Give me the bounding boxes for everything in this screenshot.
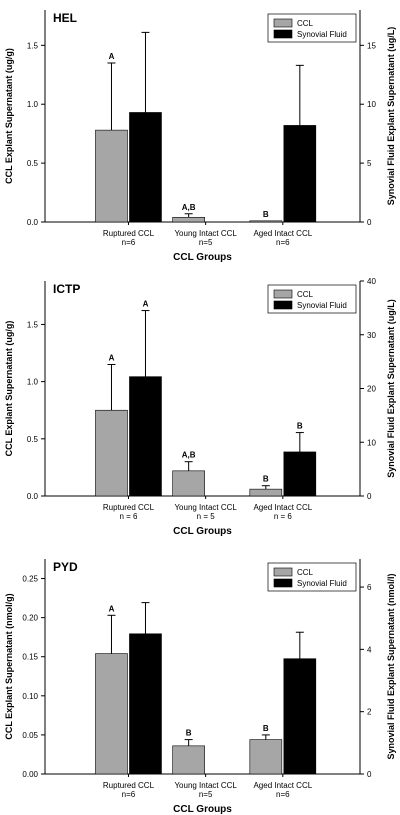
panel2-left-tick-label: 1.5: [27, 320, 39, 329]
panel3-bar-synovial: [283, 658, 317, 775]
panel1-right-tick-label: 5: [367, 159, 372, 168]
panel3-right-tick-label: 4: [367, 645, 372, 654]
panel1-category-n-label: n=6: [276, 238, 290, 247]
panel2-category-label: Ruptured CCL: [103, 503, 155, 512]
panel3-category-label: Young Intact CCL: [174, 781, 237, 790]
panel2-y-axis-label: CCL Explant Supernatant (ug/g): [4, 321, 14, 457]
panel2-bar-ccl: [95, 409, 128, 497]
panel1-left-tick-label: 1.0: [27, 100, 39, 109]
panel3-legend-label: Synovial Fluid: [297, 579, 347, 588]
panel1-category-n-label: n=6: [122, 238, 136, 247]
panel3-category-label: Ruptured CCL: [103, 781, 155, 790]
panel3-category-n-label: n=6: [122, 790, 136, 799]
panel2-significance-label: A,B: [182, 451, 196, 460]
panel1-left-tick-label: 0.5: [27, 159, 39, 168]
panel2-right-tick-label: 20: [367, 385, 376, 394]
panel3-left-tick-label: 0.15: [22, 653, 38, 662]
panel3-bar-synovial: [129, 633, 162, 775]
panel2-legend-label: Synovial Fluid: [297, 301, 347, 310]
panel2-right-tick-label: 30: [367, 331, 376, 340]
panel3-title: PYD: [53, 560, 78, 574]
panel3-significance-label: A: [109, 604, 115, 613]
panel1-legend-swatch: [273, 29, 293, 39]
panel2-title: ICTP: [53, 282, 80, 296]
panel2-bar-ccl: [249, 488, 283, 497]
panel3-category-n-label: n=6: [276, 790, 290, 799]
panel1-title: HEL: [53, 11, 77, 25]
panel2-bar-ccl: [172, 470, 205, 497]
panel1-category-label: Aged Intact CCL: [253, 229, 312, 238]
panel2-left-tick-label: 0.5: [27, 435, 39, 444]
panel1-left-tick-label: 1.5: [27, 41, 39, 50]
panel1-bar-ccl: [249, 220, 283, 223]
panel2-significance-label: A: [109, 353, 115, 362]
panel3-right-tick-label: 6: [367, 583, 372, 592]
panel1-category-label: Ruptured CCL: [103, 229, 155, 238]
panel1-x-axis-label: CCL Groups: [173, 252, 232, 263]
panel2-category-label: Aged Intact CCL: [253, 503, 312, 512]
panel1-bar-synovial: [283, 125, 317, 223]
panel1-bar-ccl: [95, 129, 128, 223]
panel1-significance-label: B: [263, 210, 269, 219]
panel3-bar-ccl: [172, 745, 205, 775]
panel2-bar-synovial: [283, 451, 317, 497]
panel2-legend-swatch: [273, 289, 293, 299]
panel1-right-tick-label: 15: [367, 41, 376, 50]
panel2-legend-swatch: [273, 300, 293, 310]
panel1-y-axis-label: CCL Explant Supernatant (ug/g): [4, 48, 14, 184]
panel1-significance-label: A,B: [182, 203, 196, 212]
panel2-bar-synovial: [129, 376, 162, 497]
panel1-left-tick-label: 0.0: [27, 218, 39, 227]
panel3-y-axis-label: CCL Explant Supernatant (nmol/g): [4, 593, 14, 739]
panel2-right-tick-label: 40: [367, 277, 376, 286]
panel3-category-label: Aged Intact CCL: [253, 781, 312, 790]
panel3-legend-swatch: [273, 567, 293, 577]
panel1-bar-synovial: [129, 112, 162, 223]
panel3-left-tick-label: 0.05: [22, 731, 38, 740]
panel1-significance-label: A: [109, 52, 115, 61]
panel3-right-tick-label: 2: [367, 708, 372, 717]
panel2-x-axis-label: CCL Groups: [173, 526, 232, 537]
panel1-category-label: Young Intact CCL: [174, 229, 237, 238]
panel1-legend-swatch: [273, 18, 293, 28]
panel1-y2-axis-label: Synovial Fluid Explant Supernatant (ug/L…: [386, 27, 396, 206]
panel1-category-n-label: n=5: [199, 238, 213, 247]
panel3-left-tick-label: 0.10: [22, 692, 38, 701]
panel1-legend-label: Synovial Fluid: [297, 30, 347, 39]
panel2-left-tick-label: 0.0: [27, 492, 39, 501]
panel3-legend-swatch: [273, 578, 293, 588]
panel3-left-tick-label: 0.25: [22, 575, 38, 584]
panel2-significance-label: B: [297, 422, 303, 431]
panel1-legend-label: CCL: [297, 19, 314, 28]
panel3-significance-label: B: [186, 729, 192, 738]
panel3-y2-axis-label: Synovial Fluid Explant Supernatant (nmol…: [386, 573, 396, 759]
panel3-legend-label: CCL: [297, 568, 314, 577]
panel1-right-tick-label: 0: [367, 218, 372, 227]
panel2-legend-label: CCL: [297, 290, 314, 299]
panel3-bar-ccl: [249, 739, 283, 775]
panel2-right-tick-label: 10: [367, 438, 376, 447]
panel3-category-n-label: n=5: [199, 790, 213, 799]
panel3-left-tick-label: 0.00: [22, 770, 38, 779]
panel2-right-tick-label: 0: [367, 492, 372, 501]
panel2-category-label: Young Intact CCL: [174, 503, 237, 512]
panel2-category-n-label: n = 6: [274, 512, 293, 521]
panel2-category-n-label: n = 6: [119, 512, 138, 521]
panel3-x-axis-label: CCL Groups: [173, 804, 232, 815]
panel2-significance-label: A: [143, 300, 149, 309]
panel1-bar-ccl: [172, 216, 205, 223]
panel2-y2-axis-label: Synovial Fluid Explant Supernatant (ug/L…: [386, 299, 396, 478]
panel3-left-tick-label: 0.20: [22, 614, 38, 623]
panel2-significance-label: B: [263, 475, 269, 484]
panel3-bar-ccl: [95, 653, 128, 775]
panel3-right-tick-label: 0: [367, 770, 372, 779]
panel1-right-tick-label: 10: [367, 100, 376, 109]
panel3-significance-label: B: [263, 724, 269, 733]
panel2-category-n-label: n = 5: [197, 512, 216, 521]
panel2-left-tick-label: 1.0: [27, 378, 39, 387]
